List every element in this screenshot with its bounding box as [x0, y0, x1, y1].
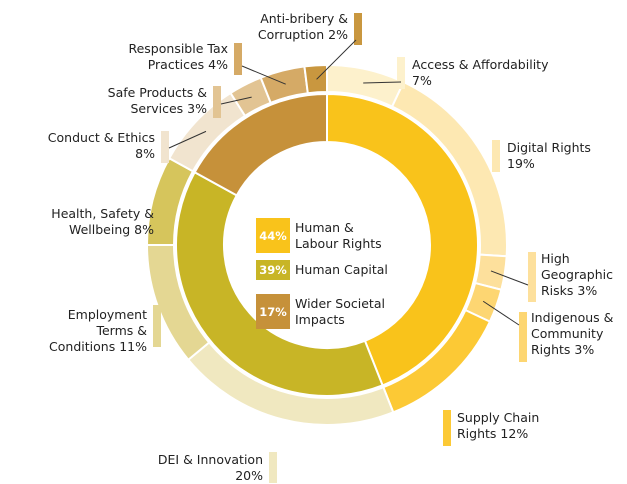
leader-line	[363, 81, 402, 84]
segment-value: 7%	[412, 73, 432, 88]
legend-swatch	[492, 140, 500, 172]
segment-label: Responsible Tax Practices 4%	[128, 41, 228, 73]
legend-swatch	[256, 260, 290, 280]
segment-value: 20%	[235, 468, 263, 483]
segment-value: 3%	[187, 101, 207, 116]
segment-label: Access & Affordability 7%	[412, 57, 572, 89]
segment-label: Digital Rights 19%	[507, 140, 607, 172]
segment-value: 2%	[328, 27, 348, 42]
segment-name: Employment Terms & Conditions	[49, 307, 147, 354]
segment-name: Access & Affordability	[412, 57, 549, 72]
legend-percent: 17%	[259, 304, 287, 319]
segment-value: 3%	[574, 342, 595, 357]
legend-label: Human & Labour Rights	[295, 219, 382, 251]
segment-name: Safe Products & Services	[107, 85, 207, 116]
segment-name: Supply Chain Rights	[457, 410, 540, 441]
segment-value: 3%	[577, 283, 598, 298]
legend-swatch	[161, 131, 169, 163]
segment-name: Responsible Tax Practices	[128, 41, 228, 72]
leader-line	[168, 130, 207, 149]
segment-label: Indigenous & Community Rights 3%	[531, 310, 626, 358]
leader-line	[316, 39, 357, 80]
legend-label: Human Capital	[295, 262, 388, 277]
segment-value: 12%	[500, 426, 529, 441]
segment-label: Conduct & Ethics 8%	[40, 130, 155, 162]
leader-line	[220, 96, 252, 105]
segment-name: High Geographic Risks	[541, 251, 613, 298]
segment-name: Digital Rights	[507, 140, 591, 155]
segment-value: 4%	[208, 57, 228, 72]
legend-percent: 44%	[259, 228, 287, 243]
legend-swatch	[160, 205, 168, 241]
segment-value: 8%	[135, 146, 155, 161]
legend-swatch	[519, 312, 527, 362]
leader-line	[241, 65, 286, 85]
inner-segment	[326, 92, 479, 387]
segment-name: Indigenous & Community Rights	[531, 310, 614, 357]
segment-name: Anti-bribery & Corruption	[257, 11, 348, 42]
legend-swatch	[153, 305, 161, 347]
outer-segment	[303, 63, 328, 95]
segment-label: Supply Chain Rights 12%	[457, 410, 552, 442]
segment-value: 11%	[119, 339, 147, 354]
legend-swatch	[443, 410, 451, 446]
segment-name: DEI & Innovation	[157, 452, 263, 467]
legend-swatch	[234, 43, 242, 75]
legend-swatch	[256, 218, 290, 253]
leader-line	[482, 300, 520, 326]
legend-swatch	[269, 452, 277, 483]
legend-percent: 39%	[259, 263, 287, 277]
segment-label: Employment Terms & Conditions 11%	[37, 307, 147, 355]
inner-segment	[175, 170, 384, 397]
segment-value: 8%	[134, 222, 154, 237]
legend-swatch	[354, 13, 362, 45]
legend-label: Wider Societal Impacts	[295, 295, 385, 327]
segment-label: Anti-bribery & Corruption 2%	[238, 11, 348, 43]
legend-swatch	[256, 294, 290, 329]
segment-name: Health, Safety & Wellbeing	[51, 206, 154, 237]
segment-label: DEI & Innovation 20%	[133, 452, 263, 484]
segment-label: High Geographic Risks 3%	[541, 251, 621, 299]
segment-label: Health, Safety & Wellbeing 8%	[49, 206, 154, 238]
leader-line	[490, 270, 529, 286]
segment-label: Safe Products & Services 3%	[102, 85, 207, 117]
segment-name: Conduct & Ethics	[47, 130, 155, 145]
legend-swatch	[397, 57, 405, 89]
segment-value: 19%	[507, 156, 535, 171]
legend-swatch	[528, 252, 536, 302]
legend-swatch	[213, 86, 221, 118]
inner-segment	[193, 92, 328, 197]
